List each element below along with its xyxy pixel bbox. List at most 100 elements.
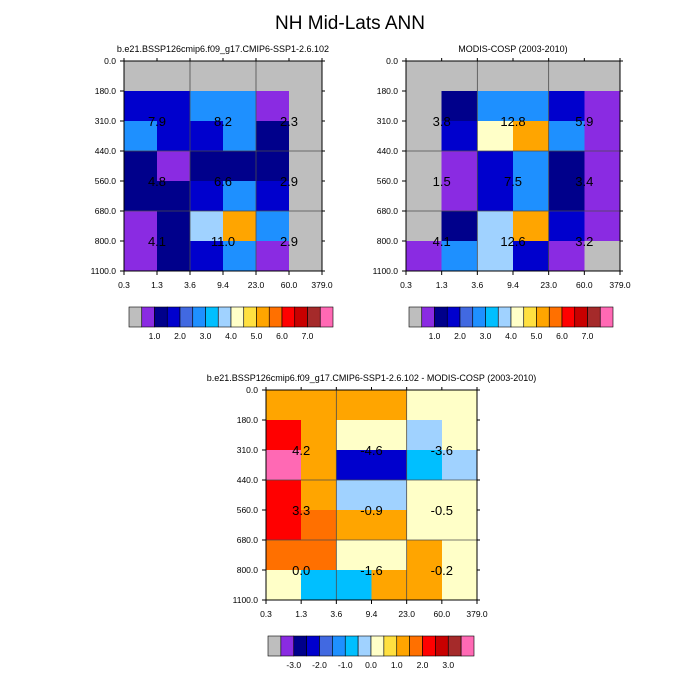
x-tick-label: 379.0 (311, 280, 333, 290)
heatmap-cell (441, 61, 478, 92)
heatmap-cell (289, 151, 323, 182)
colorbar-tick-label: 6.0 (276, 331, 288, 341)
heatmap-cell (336, 450, 372, 481)
heatmap-cell (371, 480, 408, 511)
cell-value-label: 7.9 (148, 114, 166, 129)
colorbar-tick-label: -1.0 (338, 660, 353, 670)
colorbar-tick-label: 2.0 (454, 331, 466, 341)
heatmap-cell (124, 181, 158, 212)
heatmap-cell (190, 241, 224, 272)
colorbar-swatch (497, 306, 512, 328)
colorbar-swatch (128, 306, 143, 328)
panel-model: b.e21.BSSP126cmip6.f09_g17.CMIP6-SSP1-2.… (91, 44, 334, 341)
x-tick-label: 0.3 (118, 280, 130, 290)
heatmap-cell (441, 510, 478, 541)
heatmap-cell (548, 121, 585, 152)
y-tick-label: 310.0 (377, 116, 399, 126)
colorbar-swatch (561, 306, 576, 328)
colorbar-swatch (344, 635, 359, 657)
y-tick-label: 800.0 (237, 565, 259, 575)
heatmap-cell (301, 540, 337, 571)
y-tick-label: 180.0 (377, 86, 399, 96)
cell-value-label: 3.8 (433, 114, 451, 129)
heatmap-cell (584, 151, 621, 182)
heatmap-cell (406, 121, 443, 152)
colorbar-swatch (510, 306, 525, 328)
heatmap-cell (190, 151, 224, 182)
heatmap-cell (513, 181, 550, 212)
heatmap-cell (190, 211, 224, 242)
colorbar-swatch (268, 306, 283, 328)
colorbar-swatch (267, 635, 282, 657)
heatmap-cell (301, 390, 337, 421)
heatmap-cell (157, 241, 191, 272)
heatmap-cell (256, 211, 290, 242)
colorbar-swatch (154, 306, 168, 328)
colorbar-swatch (256, 306, 270, 328)
heatmap-cell (336, 420, 372, 451)
colorbar-swatch (319, 306, 334, 328)
heatmap-cell (406, 181, 443, 212)
heatmap-cell (548, 181, 585, 212)
colorbar-tick-label: 0.0 (365, 660, 377, 670)
cell-value-label: 4.8 (148, 174, 166, 189)
heatmap-cell (441, 91, 478, 122)
cell-value-label: 4.2 (292, 443, 310, 458)
y-tick-label: 310.0 (95, 116, 117, 126)
colorbar-tick-label: 1.0 (429, 331, 441, 341)
heatmap-cell (301, 510, 337, 541)
colorbar-swatch (459, 306, 474, 328)
heatmap-cell (289, 181, 323, 212)
panel-difference: b.e21.BSSP126cmip6.f09_g17.CMIP6-SSP1-2.… (207, 373, 537, 670)
heatmap-cell (441, 570, 478, 601)
x-tick-label: 60.0 (434, 609, 451, 619)
y-tick-label: 680.0 (377, 206, 399, 216)
cell-value-label: -3.6 (431, 443, 453, 458)
colorbar-tick-label: -3.0 (286, 660, 301, 670)
heatmap-cell (336, 510, 372, 541)
colorbar-tick-label: 7.0 (302, 331, 314, 341)
x-tick-label: 1.3 (151, 280, 163, 290)
heatmap-cell (289, 211, 323, 242)
heatmap-cell (336, 390, 372, 421)
heatmap-cell (513, 211, 550, 242)
heatmap-cell (266, 540, 302, 571)
colorbar-tick-label: 6.0 (556, 331, 568, 341)
heatmap-cell (157, 61, 191, 92)
heatmap-cell (441, 540, 478, 571)
colorbar-swatch (307, 306, 321, 328)
colorbar-swatch (396, 635, 410, 657)
colorbar-swatch (548, 306, 563, 328)
heatmap-cell (406, 420, 443, 451)
heatmap-cell (513, 61, 550, 92)
heatmap-cell (513, 241, 550, 272)
cell-value-label: -1.6 (360, 563, 382, 578)
cell-value-label: -0.9 (360, 503, 382, 518)
colorbar-swatch (421, 306, 435, 328)
heatmap-cell (256, 151, 290, 182)
heatmap-cell (477, 211, 514, 242)
heatmap-cell (266, 390, 302, 421)
y-tick-label: 440.0 (95, 146, 117, 156)
heatmap-cell (584, 211, 621, 242)
y-tick-label: 560.0 (237, 505, 259, 515)
heatmap-cell (584, 241, 621, 272)
heatmap-cell (266, 570, 302, 601)
y-tick-label: 0.0 (386, 56, 398, 66)
colorbar-swatch (434, 306, 448, 328)
x-tick-label: 379.0 (466, 609, 488, 619)
heatmap-cell (223, 61, 257, 92)
heatmap-cell (406, 211, 443, 242)
heatmap-cell (157, 181, 191, 212)
heatmap-cell (548, 61, 585, 92)
heatmap-cell (441, 480, 478, 511)
heatmap-cell (256, 241, 290, 272)
y-tick-label: 1100.0 (373, 266, 399, 276)
colorbar-swatch (485, 306, 499, 328)
colorbar-tick-label: 3.0 (200, 331, 212, 341)
colorbar-swatch (293, 635, 307, 657)
y-tick-label: 0.0 (104, 56, 116, 66)
colorbar-swatch (409, 635, 423, 657)
x-tick-label: 9.4 (507, 280, 519, 290)
